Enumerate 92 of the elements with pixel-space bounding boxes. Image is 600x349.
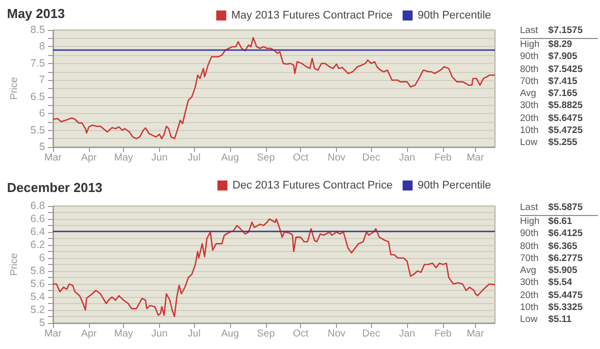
text: $7.415 xyxy=(548,76,578,88)
y-tick-label: 5 xyxy=(39,141,46,153)
x-tick-label: Mar xyxy=(466,152,485,164)
text: 90th xyxy=(520,51,540,64)
y-tick-label: 5.2 xyxy=(30,304,46,316)
text: Low xyxy=(520,314,538,327)
text: Last xyxy=(520,24,548,38)
text: $6.4125 xyxy=(548,228,584,241)
text: 10th xyxy=(520,302,540,314)
x-tick-label: Jul xyxy=(188,152,201,164)
x-tick-label: Sep xyxy=(257,328,276,340)
x-tick-label: Mar xyxy=(44,152,62,164)
x-tick-label: Mar xyxy=(44,328,62,340)
text: High xyxy=(520,38,541,52)
text: $6.61 xyxy=(548,216,574,228)
y-tick-label: 6.4 xyxy=(30,226,46,238)
text: 80th xyxy=(520,64,540,76)
legend-label: Dec 2013 Futures Contract Price xyxy=(232,180,393,192)
text: High xyxy=(520,216,541,228)
x-tick-label: Jan xyxy=(399,328,416,340)
text: $7.5425 xyxy=(548,64,584,76)
text: Avg xyxy=(520,265,538,278)
text: $5.255 xyxy=(548,137,578,150)
text: 80th xyxy=(520,240,540,253)
text: Low xyxy=(520,137,538,150)
y-tick-label: 5.6 xyxy=(30,278,46,290)
x-tick-label: Jan xyxy=(399,152,416,164)
x-tick-label: Nov xyxy=(328,328,346,340)
text: 20th xyxy=(520,112,540,126)
y-tick-label: 6 xyxy=(39,252,46,264)
text: $5.4725 xyxy=(548,125,584,138)
x-tick-label: Apr xyxy=(81,328,98,340)
x-tick-label: May xyxy=(114,152,134,164)
text: $5.8825 xyxy=(548,100,584,113)
text: $5.3325 xyxy=(548,302,584,314)
y-tick-label: 7 xyxy=(39,74,46,86)
y-axis-title: Price xyxy=(9,252,20,276)
text: Avg xyxy=(520,88,538,100)
x-tick-label: Feb xyxy=(434,152,452,164)
text: 30th xyxy=(520,100,540,113)
y-tick-label: 5 xyxy=(39,317,46,329)
y-tick-label: 6.8 xyxy=(30,200,46,212)
x-tick-label: Jun xyxy=(151,152,168,164)
legend-label: 90th Percentile xyxy=(418,10,492,22)
x-tick-label: Feb xyxy=(434,328,452,340)
text: $6.365 xyxy=(548,240,578,253)
x-tick-label: Jul xyxy=(188,328,201,340)
x-tick-label: Nov xyxy=(328,152,346,164)
y-tick-label: 7.5 xyxy=(30,57,46,70)
y-tick-label: 8 xyxy=(39,40,46,53)
text: $5.54 xyxy=(548,277,574,290)
legend-label: 90th Percentile xyxy=(418,180,492,192)
x-tick-label: Aug xyxy=(221,328,239,340)
text: 70th xyxy=(520,76,540,88)
text: $5.4475 xyxy=(548,290,584,302)
legend-label: May 2013 Futures Contract Price xyxy=(231,10,393,22)
x-tick-label: Oct xyxy=(292,328,309,340)
text: $5.11 xyxy=(548,314,573,327)
y-tick-label: 6 xyxy=(39,108,46,120)
y-tick-label: 5.5 xyxy=(30,124,46,136)
text: $7.165 xyxy=(548,88,578,100)
text: 70th xyxy=(520,252,540,266)
x-tick-label: Apr xyxy=(81,152,98,164)
x-tick-label: Aug xyxy=(221,152,239,164)
text: 10th xyxy=(520,125,540,138)
x-tick-label: May xyxy=(114,328,134,340)
x-tick-label: Sep xyxy=(257,152,276,164)
text: Last xyxy=(520,201,548,216)
y-tick-label: 6.2 xyxy=(30,239,46,251)
text: $6.2775 xyxy=(548,252,584,266)
text: 30th xyxy=(520,277,540,290)
y-tick-label: 6.5 xyxy=(30,90,46,103)
y-axis-title: Price xyxy=(9,76,20,100)
y-tick-label: 5.4 xyxy=(30,291,46,303)
text: 90th xyxy=(520,228,540,241)
chart-title: December 2013 xyxy=(7,180,102,195)
chart-title: May 2013 xyxy=(7,6,65,21)
text: $5.5875 xyxy=(548,201,598,216)
y-tick-label: 6.6 xyxy=(30,213,46,225)
text: $7.905 xyxy=(548,51,578,64)
x-tick-label: Mar xyxy=(466,328,485,340)
x-tick-label: Jun xyxy=(151,328,168,340)
y-tick-label: 5.8 xyxy=(30,265,46,277)
text: $8.29 xyxy=(548,38,574,52)
text: $7.1575 xyxy=(548,24,598,38)
text: $5.905 xyxy=(548,265,578,278)
x-tick-label: Oct xyxy=(292,152,309,164)
text: $5.6475 xyxy=(548,112,584,126)
y-tick-label: 8.5 xyxy=(30,24,46,36)
x-tick-label: Dec xyxy=(362,328,380,340)
x-tick-label: Dec xyxy=(362,152,380,164)
text: 20th xyxy=(520,290,540,302)
